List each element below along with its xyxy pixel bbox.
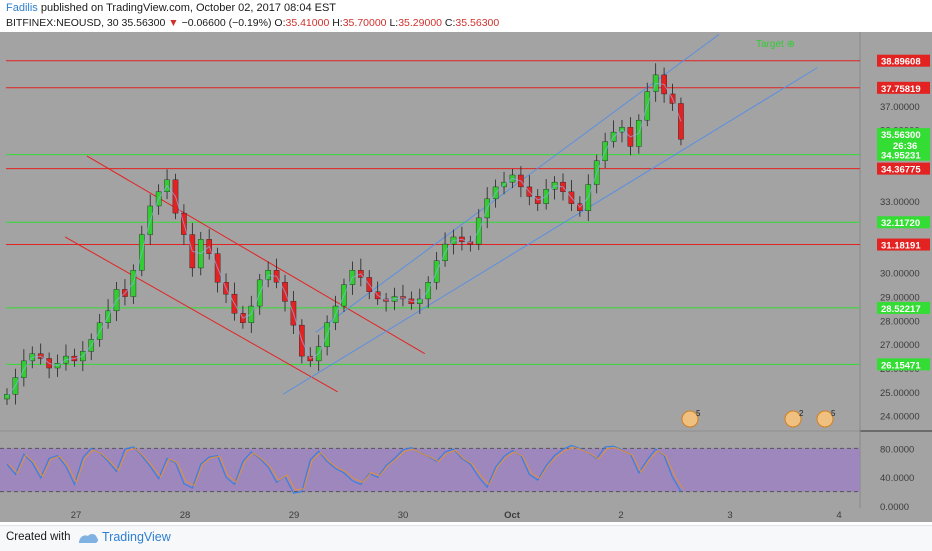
ascending-channel-line (315, 33, 720, 333)
low-value: 35.29000 (398, 17, 442, 29)
rsi-signal-line (8, 446, 684, 491)
price-chart[interactable]: 24.0000025.0000026.0000027.0000028.00000… (0, 0, 932, 525)
price-change: −0.06600 (−0.19%) (181, 17, 272, 29)
x-tick-label: 27 (71, 510, 82, 521)
event-count-label: 2 (799, 409, 804, 418)
resistance-level-label: 31.18191 (881, 241, 921, 252)
footer-bar: Created with TradingView (0, 525, 932, 551)
support-level-tag (877, 358, 930, 371)
x-tick-label: 29 (289, 510, 300, 521)
open-label: O: (274, 17, 286, 29)
support-level-tag (877, 216, 930, 229)
publish-info: Fadilis published on TradingView.com, Oc… (6, 2, 336, 14)
resistance-level-label: 34.36775 (881, 165, 921, 176)
author-name[interactable]: Fadilis (6, 2, 38, 14)
resistance-level-tag (877, 162, 930, 175)
y-tick-label: 27.00000 (880, 340, 920, 351)
event-count-label: 5 (831, 409, 836, 418)
support-level-label: 28.52217 (881, 304, 921, 315)
y-tick-label: 25.00000 (880, 388, 920, 399)
resistance-level-tag (877, 81, 930, 94)
last-price: 35.56300 (121, 17, 166, 29)
close-value: 35.56300 (455, 17, 500, 29)
resistance-level-label: 37.75819 (881, 84, 921, 95)
price-pane-background (0, 32, 860, 430)
y-tick-label: 29.00000 (880, 293, 920, 304)
event-count-label: 5 (696, 409, 701, 418)
moving-average-line (6, 82, 682, 397)
published-text: published on TradingView.com, October 02… (40, 2, 337, 14)
y-tick-label: 28.00000 (880, 316, 920, 327)
event-flag-icon (681, 410, 699, 428)
descending-channel-line (86, 155, 426, 355)
candle-timer-label: 26:36 (893, 141, 917, 152)
high-label: H: (332, 17, 343, 29)
open-value: 35.41000 (285, 17, 330, 29)
support-level-label: 34.95231 (881, 151, 921, 162)
descending-channel-line (64, 236, 338, 393)
ascending-channel-line (282, 67, 818, 395)
rsi-line (6, 444, 682, 494)
rsi-tick-label: 40.0000 (880, 473, 914, 484)
event-flag-icon (784, 410, 802, 428)
price-axis-background (860, 32, 932, 522)
event-flag-icon (816, 410, 834, 428)
current-price-label: 35.56300 (881, 130, 921, 141)
tradingview-brand-link[interactable]: TradingView (102, 530, 171, 544)
y-tick-label: 30.00000 (880, 269, 920, 280)
x-tick-label: 3 (727, 510, 732, 521)
support-level-tag (877, 301, 930, 314)
close-label: C: (444, 17, 456, 29)
support-level-label: 26.15471 (881, 360, 921, 371)
low-label: L: (389, 17, 399, 29)
created-with-text: Created with (6, 531, 71, 543)
target-annotation: Target ⊕ (756, 39, 795, 50)
symbol-name: BITFINEX:NEOUSD, 30 (6, 17, 119, 29)
symbol-info: BITFINEX:NEOUSD, 30 35.56300 ▼ −0.06600 … (6, 17, 499, 29)
y-tick-label: 33.00000 (880, 197, 920, 208)
down-arrow-icon: ▼ (168, 17, 179, 29)
high-value: 35.70000 (342, 17, 387, 29)
x-tick-label: Oct (504, 510, 521, 521)
tradingview-logo-icon (79, 533, 99, 543)
x-tick-label: 28 (180, 510, 191, 521)
x-tick-label: 2 (618, 510, 623, 521)
resistance-level-label: 38.89608 (881, 57, 921, 68)
support-level-label: 32.11720 (881, 218, 920, 229)
x-tick-label: 4 (836, 510, 841, 521)
rsi-tick-label: 0.0000 (880, 502, 909, 513)
rsi-band (0, 448, 860, 492)
rsi-tick-label: 80.0000 (880, 444, 914, 455)
y-tick-label: 24.00000 (880, 412, 920, 423)
time-axis-background (0, 508, 860, 522)
current-price-tag (877, 128, 930, 153)
x-tick-label: 30 (398, 510, 409, 521)
resistance-level-tag (877, 238, 930, 251)
resistance-level-tag (877, 54, 930, 67)
y-tick-label: 37.00000 (880, 102, 920, 113)
